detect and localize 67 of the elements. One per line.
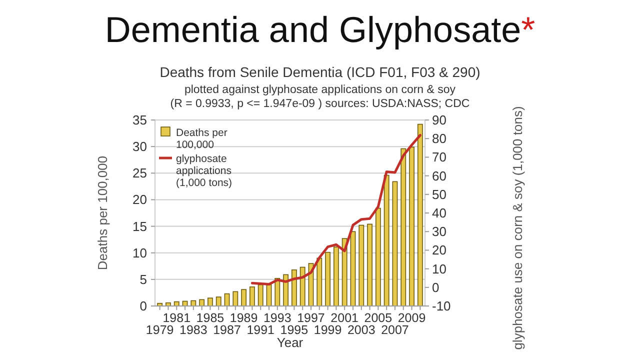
x-tick-label: 2001: [330, 311, 359, 325]
x-tick-label: 1979: [146, 323, 174, 337]
y2-axis-title: glyphosate use on corn & soy (1,000 tons): [510, 106, 525, 350]
x-axis-title: Year: [276, 335, 304, 350]
y-tick-label: 20: [132, 192, 147, 208]
bar: [409, 146, 414, 306]
bar: [291, 269, 297, 306]
bar: [358, 224, 364, 306]
y2-tick-label: 90: [432, 112, 446, 128]
bar: [283, 274, 289, 306]
y-tick-label: 5: [140, 272, 147, 287]
y-tick-label: 35: [132, 112, 147, 128]
x-tick-label: 1991: [246, 323, 275, 337]
y2-tick-label: 20: [432, 242, 446, 258]
bar: [258, 284, 264, 306]
bar: [208, 298, 213, 306]
x-tick-label: 1989: [230, 311, 258, 325]
y-tick-label: 30: [132, 139, 147, 154]
y-tick-label: 0: [140, 298, 147, 314]
x-tick-label: 2007: [381, 323, 409, 337]
bar: [300, 266, 306, 306]
y2-tick-label: -10: [432, 298, 451, 314]
x-tick-label: 1993: [263, 311, 292, 325]
y-tick-label: 10: [132, 245, 147, 260]
text: (R = 0.9933, p <= 1.947e-09 ) sources: USDA:NASS; CDC: [170, 98, 470, 110]
bar: [367, 224, 372, 306]
y-tick-label: 15: [132, 218, 147, 234]
bar: [216, 296, 222, 306]
bar: [232, 291, 238, 306]
bar: [199, 299, 205, 306]
y2-tick-label: 80: [432, 131, 446, 146]
y2-tick-label: 30: [432, 224, 446, 240]
bar: [325, 252, 330, 306]
x-tick-label: 1987: [213, 323, 241, 337]
line-series: [250, 134, 422, 286]
x-tick-label: 1985: [196, 311, 224, 325]
bar: [392, 181, 398, 306]
x-tick-label: 2003: [347, 323, 376, 337]
bar: [384, 174, 390, 306]
text: plotted against glyphosate applications on corn & soy: [184, 84, 456, 96]
bar: [375, 208, 381, 306]
x-tick-label: 1983: [180, 323, 208, 337]
chart-subtitle: Deaths from Senile Dementia (ICD F01, F03 & 290): [160, 64, 480, 80]
x-tick-label: 2009: [398, 311, 426, 325]
bar: [400, 148, 406, 306]
bar: [250, 286, 255, 306]
y2-tick-label: 60: [432, 168, 446, 184]
bar: [316, 258, 322, 306]
x-tick-label: 1995: [280, 323, 308, 337]
bar: [333, 246, 339, 306]
y2-tick-label: 40: [432, 206, 446, 220]
legend-label: glyphosate applications (1,000 tons): [176, 153, 232, 189]
x-tick-label: 1999: [314, 323, 342, 337]
bar: [342, 238, 348, 306]
bar: [241, 289, 247, 306]
x-tick-label: 1997: [297, 311, 325, 325]
x-tick-label: 1981: [162, 311, 191, 325]
x-tick-label: 2005: [364, 311, 392, 325]
y2-tick-label: 70: [432, 150, 446, 165]
y2-tick-label: 10: [432, 261, 446, 276]
chart-title: Dementia and Glyphosate*: [104, 9, 536, 50]
y-tick-label: 25: [132, 166, 147, 181]
bar: [350, 231, 356, 306]
y-axis-title: Deaths per 100,000: [95, 156, 110, 270]
y2-tick-label: 0: [432, 280, 440, 295]
y2-tick-label: 50: [432, 186, 446, 202]
bar: [417, 124, 423, 306]
